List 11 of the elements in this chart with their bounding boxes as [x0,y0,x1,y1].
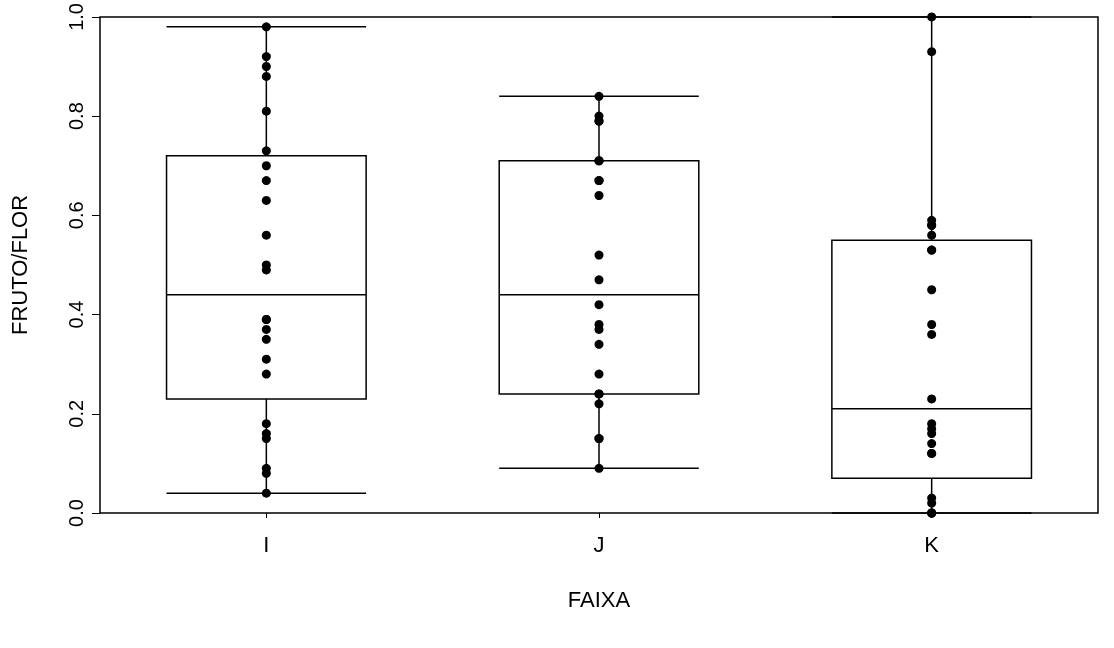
x-tick-label: J [593,531,605,557]
x-tick-label: I [263,531,270,557]
y-tick-label: 0.6 [65,201,87,230]
y-axis-title: FRUTO/FLOR [6,194,32,336]
x-axis-title: FAIXA [567,586,631,612]
y-tick-label: 0.0 [65,499,87,527]
y-tick-label: 1.0 [65,3,87,31]
y-tick-label: 0.4 [65,300,87,329]
x-tick-label: K [924,531,940,557]
y-tick-label: 0.2 [65,399,87,428]
y-tick-label: 0.8 [65,102,87,131]
